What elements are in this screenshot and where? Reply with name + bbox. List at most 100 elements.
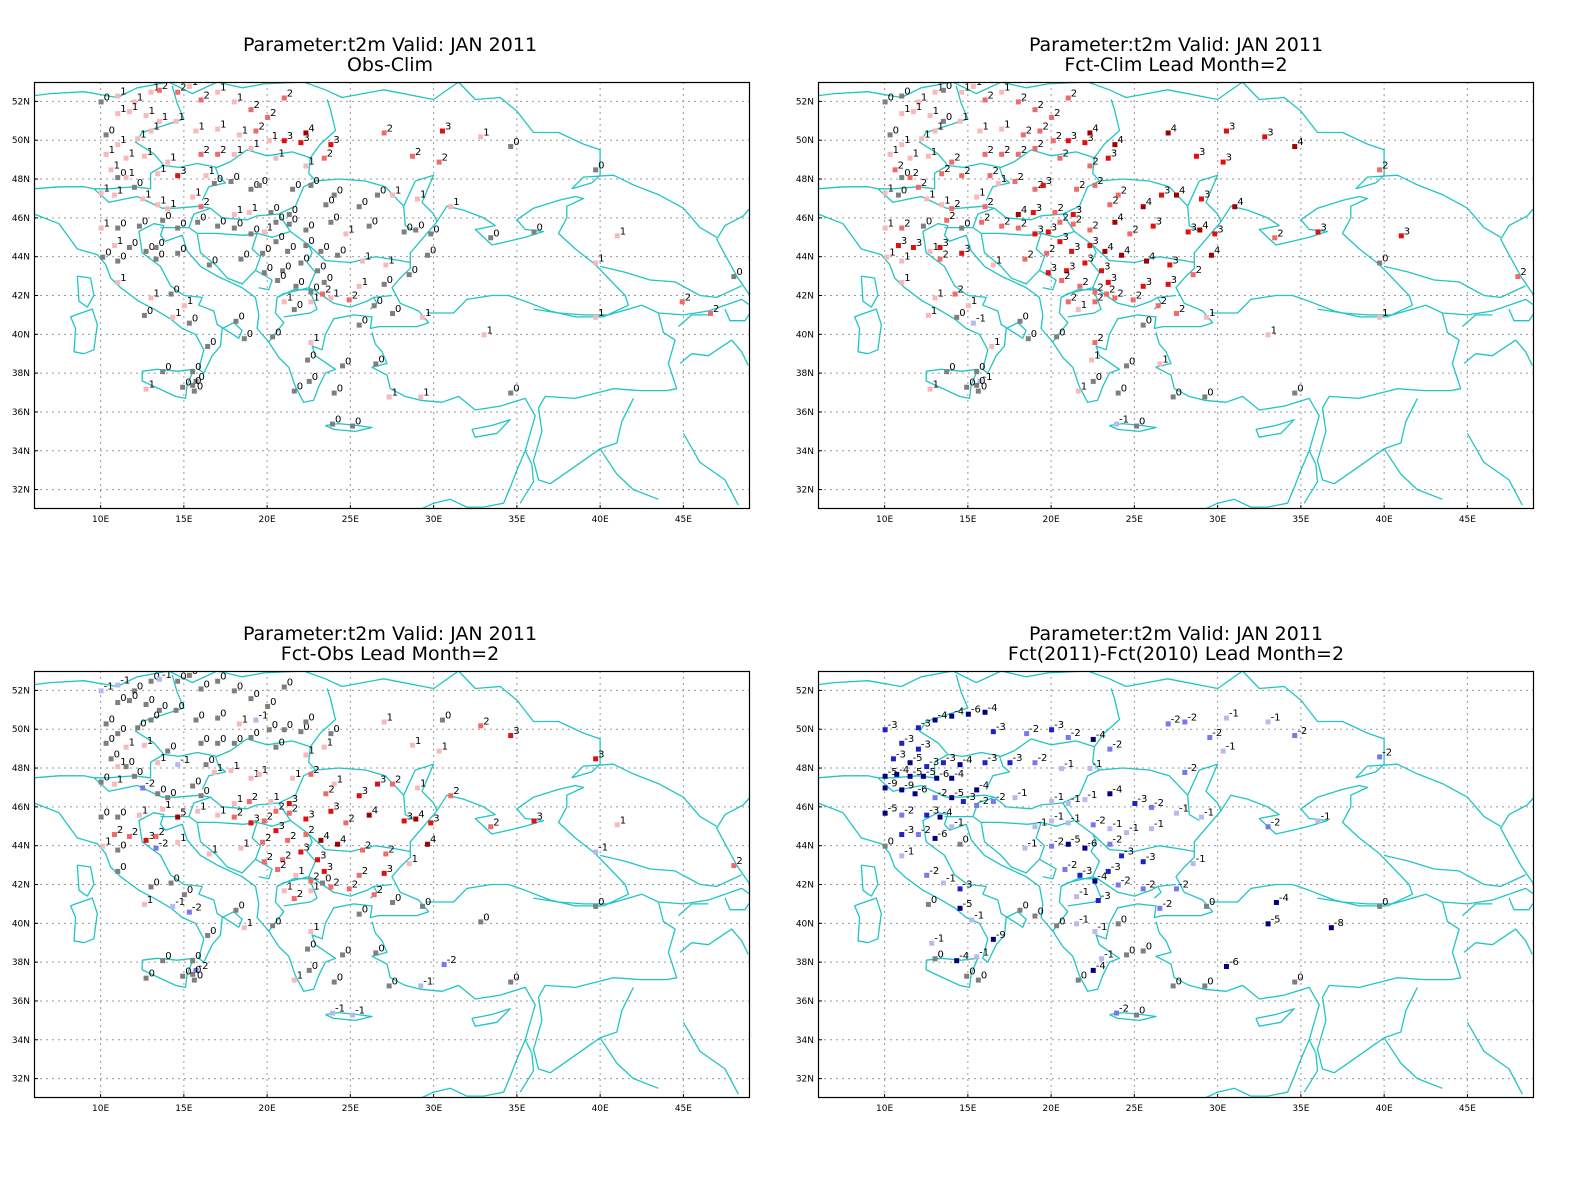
station-marker: 2 (356, 866, 368, 878)
station-value: 1 (217, 763, 223, 774)
station-square (306, 378, 312, 384)
station-square (273, 155, 279, 161)
station-value: 2 (278, 802, 284, 813)
coastline (371, 921, 536, 1098)
station-square (1057, 239, 1063, 245)
station-marker: 2 (215, 145, 227, 157)
station-marker: 1 (899, 135, 911, 148)
station-value: 2 (388, 844, 394, 855)
station-marker: -2 (1062, 860, 1077, 872)
station-square (115, 93, 121, 99)
station-value: 0 (430, 246, 436, 257)
station-marker: 0 (424, 246, 436, 258)
station-square (205, 343, 211, 349)
coastline (1383, 854, 1526, 888)
station-value: 1 (120, 104, 126, 115)
station-square (940, 118, 946, 124)
station-value: 1 (154, 83, 160, 94)
station-marker: 3 (328, 135, 340, 148)
station-square (944, 369, 950, 375)
station-marker: 2 (1127, 224, 1139, 237)
station-value: 2 (1021, 219, 1027, 230)
station-value: 2 (453, 786, 459, 797)
station-value: 2 (1042, 122, 1048, 133)
station-value: 3 (407, 811, 413, 822)
station-value: -5 (913, 767, 923, 778)
station-square (1052, 210, 1058, 216)
station-marker: 2 (1070, 215, 1082, 227)
station-marker: 0 (390, 304, 401, 316)
station-square (1262, 134, 1268, 140)
station-value: 0 (372, 217, 378, 228)
station-value: 1 (904, 273, 910, 284)
coastline (34, 82, 459, 101)
station-square (215, 715, 221, 721)
station-square (1377, 167, 1383, 173)
station-square (1087, 766, 1093, 772)
coastline (918, 674, 1200, 822)
station-marker: 0 (181, 885, 193, 898)
station-marker: 0 (126, 238, 138, 250)
station-square (975, 388, 981, 394)
station-marker: -5 (882, 767, 898, 779)
station-square (340, 363, 346, 369)
station-value: 1 (117, 775, 123, 786)
station-marker: 3 (175, 166, 187, 179)
station-value: -3 (966, 792, 976, 803)
station-square (614, 822, 620, 828)
station-marker: 2 (286, 804, 298, 816)
station-value: -2 (199, 961, 209, 972)
station-value: 3 (1191, 222, 1197, 233)
station-value: 0 (969, 378, 975, 389)
station-square (1074, 921, 1080, 927)
station-square (1065, 800, 1071, 806)
station-square (126, 109, 132, 115)
station-value: 0 (137, 681, 143, 692)
station-marker: 2 (488, 817, 500, 830)
station-value: 0 (220, 672, 226, 683)
station-square (593, 260, 599, 266)
station-marker: 0 (175, 219, 187, 231)
station-value: 0 (963, 835, 969, 846)
coastline (325, 422, 373, 433)
station-marker: 2 (1065, 292, 1077, 305)
station-marker: 0 (103, 125, 115, 138)
coastline (1109, 422, 1157, 433)
station-square (1165, 721, 1171, 727)
station-value: 2 (988, 145, 994, 156)
station-value: 3 (1051, 222, 1057, 233)
lon-tick-label: 15E (959, 1104, 976, 1114)
station-value: -1 (974, 910, 984, 921)
station-value: 0 (233, 172, 239, 183)
station-marker: 0 (270, 327, 281, 340)
lon-tick-label: 15E (175, 1104, 192, 1114)
station-square (246, 799, 252, 805)
station-marker: -1 (1074, 914, 1089, 927)
station-marker: 1 (268, 792, 280, 805)
station-value: 0 (1139, 417, 1145, 428)
lat-tick-label: 40N (796, 919, 814, 929)
station-square (303, 130, 309, 136)
station-marker: -2 (932, 788, 948, 801)
station-square (238, 256, 244, 262)
station-value: -2 (1297, 726, 1307, 737)
station-marker: 1 (328, 288, 340, 301)
station-value: 0 (327, 273, 333, 284)
station-value: -1 (1079, 887, 1089, 898)
station-marker: 1 (123, 168, 135, 181)
station-marker: 3 (1082, 133, 1094, 146)
station-square (975, 977, 981, 983)
station-value: 0 (312, 372, 318, 383)
station-value: 1 (253, 139, 259, 150)
station-square (215, 740, 221, 746)
station-marker: 0 (115, 252, 127, 264)
lat-tick-label: 50N (12, 136, 30, 146)
station-square (1032, 231, 1038, 237)
station-square (253, 128, 259, 134)
station-value: 0 (345, 945, 351, 956)
station-marker: 0 (211, 174, 223, 186)
station-value: 0 (165, 211, 171, 222)
station-value: 1 (220, 83, 226, 94)
station-value: 2 (1037, 180, 1043, 191)
station-square (508, 390, 514, 396)
